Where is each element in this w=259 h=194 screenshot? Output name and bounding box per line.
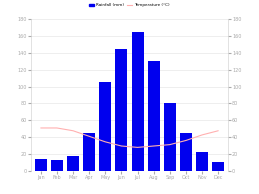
Bar [115, 49, 127, 171]
Bar [35, 159, 47, 171]
Bar [180, 133, 192, 171]
Bar [148, 61, 160, 171]
Bar [67, 156, 79, 171]
Bar [51, 160, 63, 171]
Bar [164, 103, 176, 171]
Bar [212, 162, 224, 171]
Legend: Rainfall (mm), Temperature (°C): Rainfall (mm), Temperature (°C) [88, 2, 171, 9]
Bar [83, 133, 95, 171]
Bar [132, 32, 144, 171]
Bar [99, 82, 111, 171]
Bar [196, 152, 208, 171]
